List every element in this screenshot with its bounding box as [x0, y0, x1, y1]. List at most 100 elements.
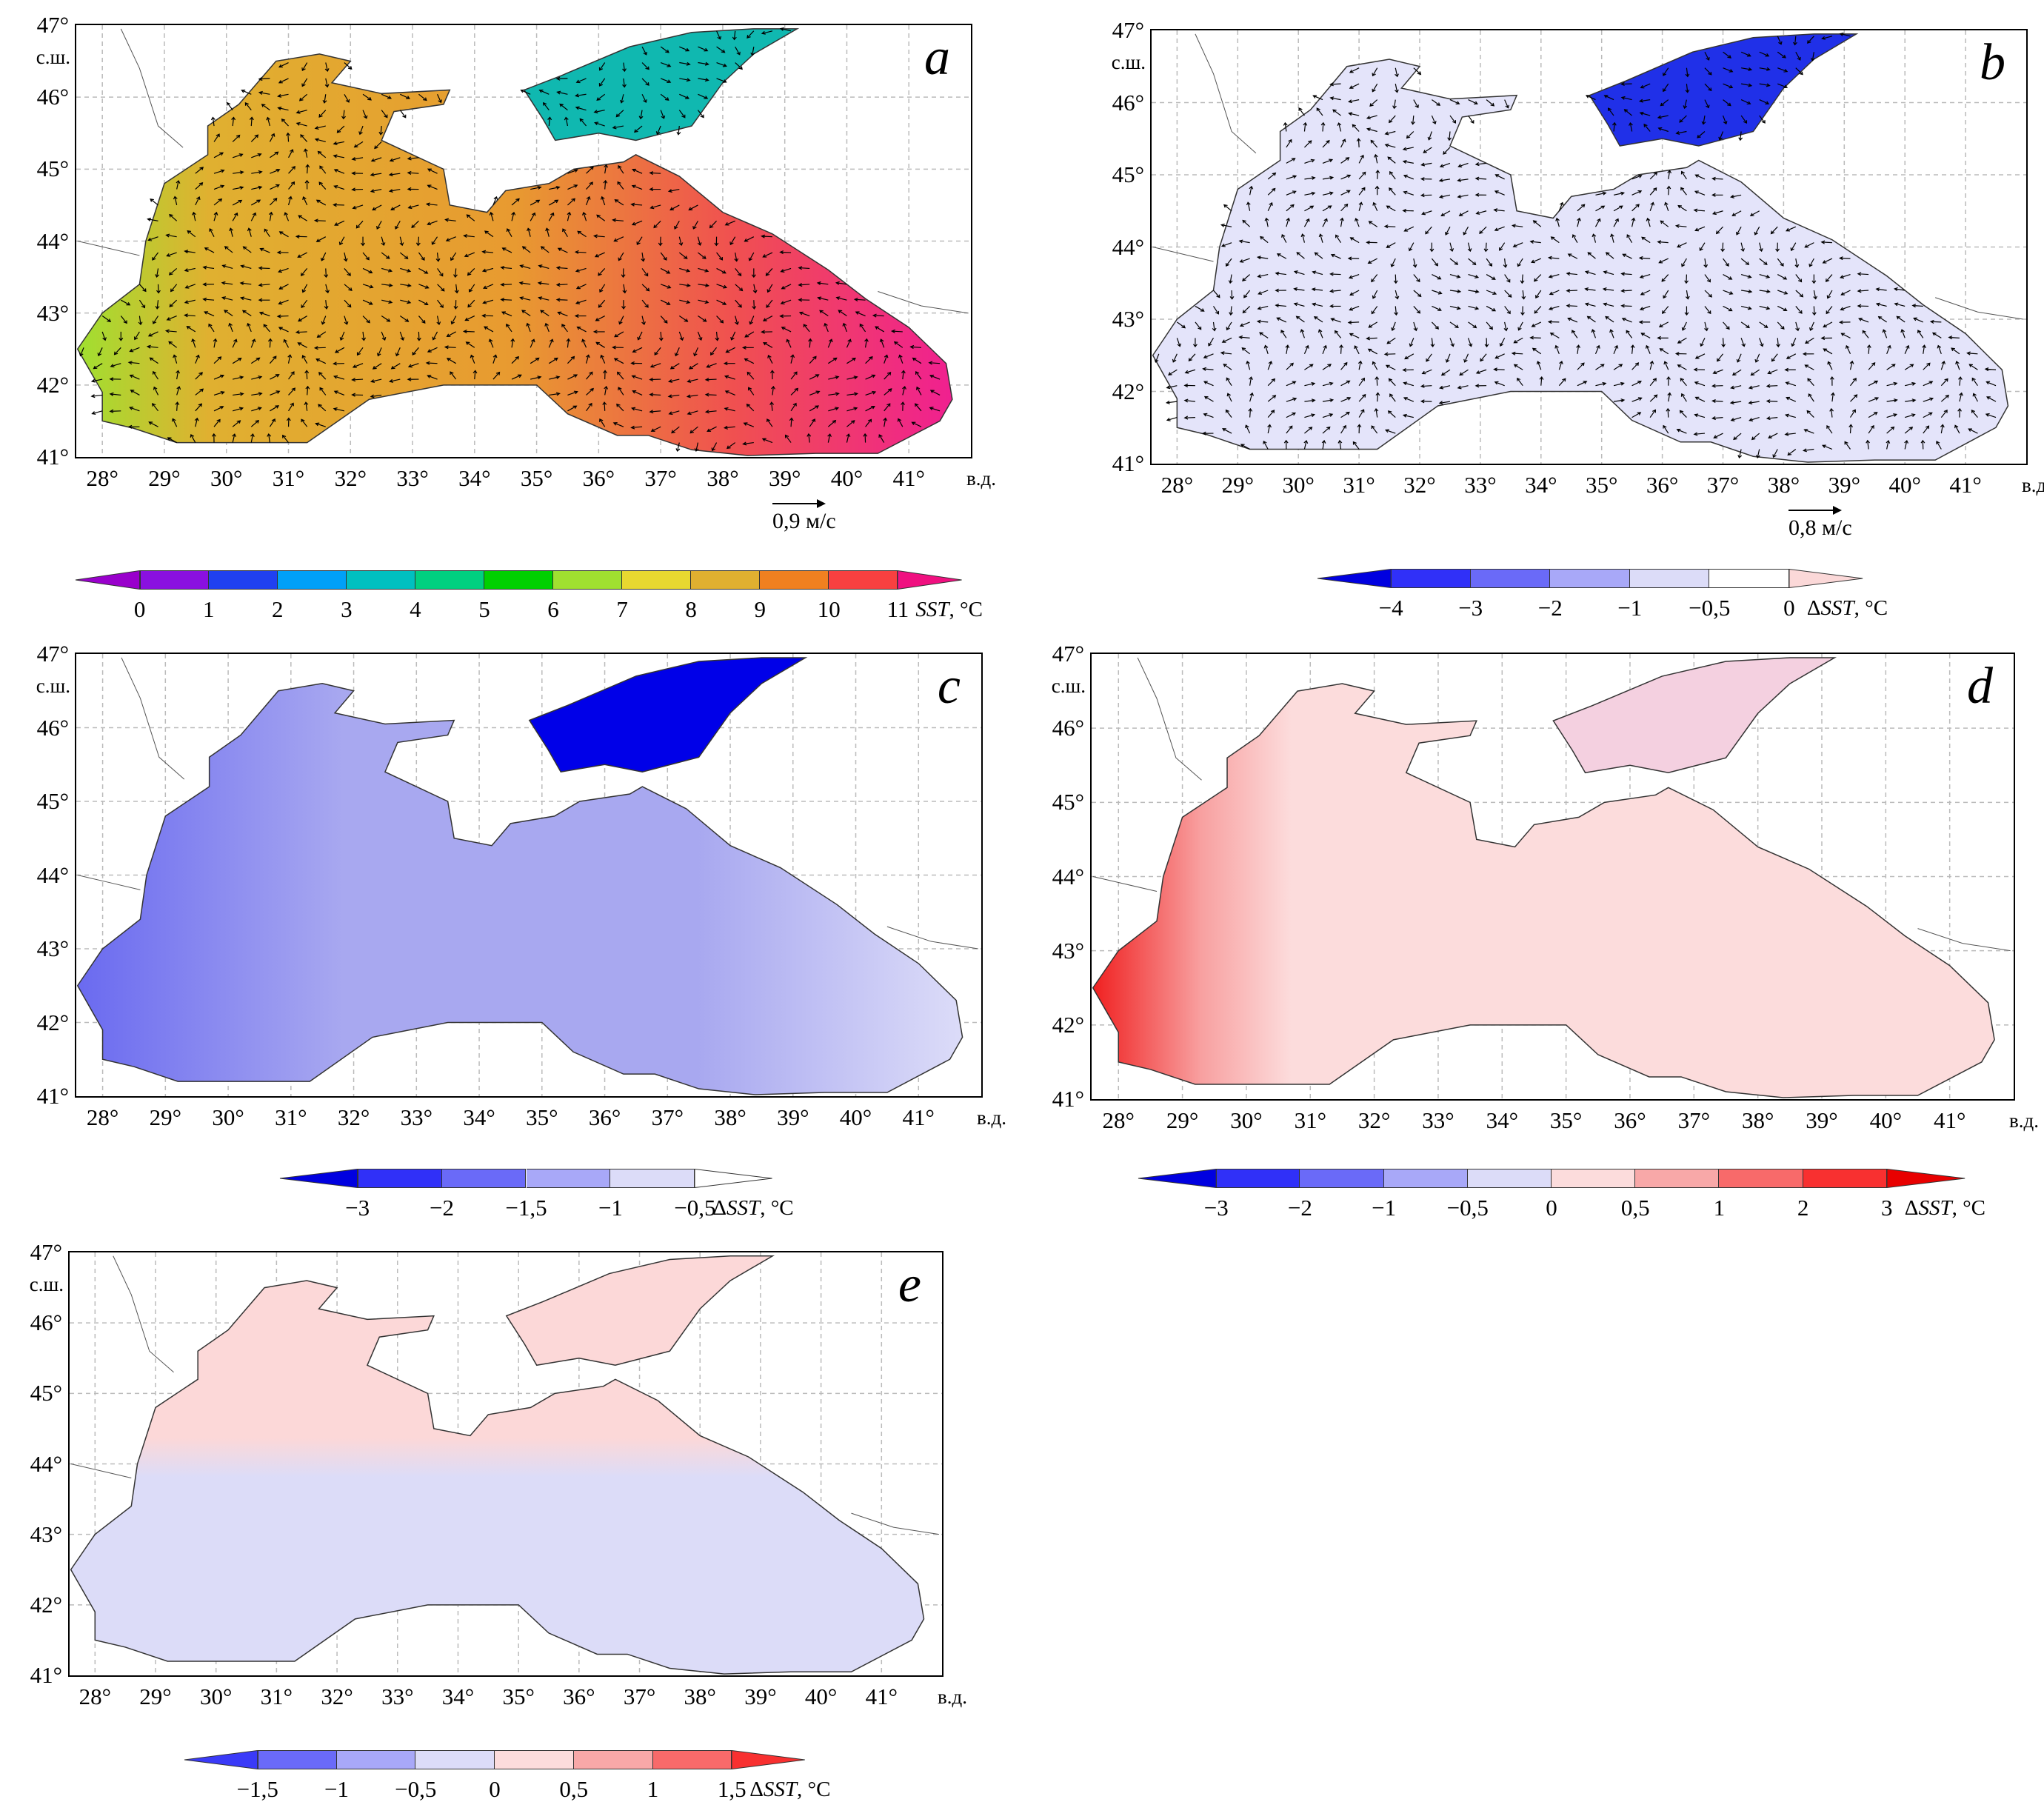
- lat-tick-label: 46°: [36, 84, 69, 110]
- lat-unit-label: с.ш.: [36, 46, 70, 68]
- colorbar-segment: [1470, 569, 1551, 588]
- land-boundary: [78, 875, 141, 890]
- lon-tick-label: 38°: [684, 1683, 716, 1709]
- lat-tick-label: 46°: [1052, 715, 1084, 741]
- colorbar-segment: [139, 570, 209, 590]
- lon-tick-label: 37°: [651, 1104, 684, 1130]
- colorbar-under-arrow: [1138, 1169, 1217, 1188]
- colorbar-segment: [829, 570, 898, 590]
- map-canvas: [76, 654, 981, 1096]
- colorbar-tick-label: −3: [1458, 595, 1483, 621]
- black-sea-field: [78, 54, 952, 455]
- lat-tick-label: 46°: [36, 714, 69, 741]
- lon-tick-label: 30°: [1230, 1107, 1263, 1133]
- colorbar-segment: [1467, 1169, 1552, 1188]
- colorbar-tick-label: 1: [647, 1776, 659, 1802]
- lat-unit-label: с.ш.: [1051, 675, 1086, 697]
- lon-tick-label: 40°: [804, 1683, 838, 1709]
- colorbar-segment: [610, 1169, 695, 1188]
- lon-tick-label: 34°: [463, 1104, 495, 1130]
- lat-tick-label: 46°: [30, 1309, 62, 1336]
- colorbar-title: ΔSST, °C: [1807, 595, 1888, 621]
- black-sea-field: [78, 684, 963, 1095]
- colorbar-segment: [1552, 1169, 1636, 1188]
- lon-tick-label: 30°: [210, 465, 243, 491]
- colorbar-title-unit: , °C: [760, 1196, 794, 1220]
- colorbar-tick-label: 6: [547, 596, 559, 622]
- lon-tick-label: 36°: [588, 1104, 621, 1130]
- lat-tick-label: 42°: [30, 1591, 62, 1618]
- colorbar-tick-label: −2: [1287, 1195, 1312, 1221]
- colorbar-tick-label: 3: [341, 596, 353, 622]
- lon-tick-label: 34°: [1525, 472, 1557, 498]
- colorbar-segment: [208, 570, 278, 590]
- lat-tick-label: 47°: [36, 12, 69, 38]
- lat-tick-label: 42°: [36, 371, 69, 398]
- colorbar-tick-label: 5: [478, 596, 490, 622]
- lon-unit-label: в.д.: [938, 1686, 967, 1708]
- colorbar-e: −1,5 −1 −0,5 0 0,5 1 1,5 ΔSST, °C: [184, 1750, 831, 1802]
- colorbar-segment: [652, 1750, 732, 1769]
- colorbar-title-var: SST: [727, 1196, 761, 1220]
- lon-tick-label: 39°: [768, 465, 801, 491]
- colorbar-segment: [1803, 1169, 1887, 1188]
- lat-tick-label: 41°: [36, 444, 69, 470]
- colorbar-segment: [1550, 569, 1630, 588]
- colorbar-tick-label: 1,5: [717, 1776, 747, 1802]
- map-canvas: [1092, 654, 2014, 1099]
- sea-of-azov-field: [1553, 658, 1834, 772]
- lon-tick-label: 34°: [1486, 1107, 1518, 1133]
- colorbar-segment: [691, 570, 761, 590]
- lat-tick-label: 44°: [30, 1450, 62, 1477]
- colorbar-tick-label: −1: [1617, 595, 1643, 621]
- lon-tick-label: 41°: [865, 1683, 898, 1709]
- colorbar-title-unit: , °C: [1951, 1196, 1986, 1220]
- lat-tick-label: 47°: [1112, 17, 1144, 43]
- lon-tick-label: 31°: [1294, 1107, 1326, 1133]
- lon-tick-label: 39°: [777, 1104, 809, 1130]
- lat-tick-label: 47°: [1052, 641, 1084, 667]
- sea-of-azov-field: [507, 1256, 772, 1366]
- lon-tick-label: 33°: [396, 465, 429, 491]
- colorbar-title-unit: , °C: [797, 1778, 831, 1801]
- colorbar-segment: [346, 570, 415, 590]
- lat-tick-label: 43°: [36, 935, 69, 961]
- lon-tick-label: 32°: [334, 465, 367, 491]
- lon-tick-label: 28°: [86, 465, 118, 491]
- colorbar-tick-label: 2: [272, 596, 284, 622]
- colorbar-over-arrow: [1788, 569, 1863, 588]
- lon-tick-label: 29°: [139, 1683, 172, 1709]
- colorbar-title-prefix: Δ: [749, 1778, 764, 1801]
- lon-unit-label: в.д.: [977, 1107, 1006, 1129]
- colorbar-title-var: SST: [1820, 596, 1854, 620]
- colorbar-c: −3 −2 −1,5 −1 −0,5 ΔSST, °C: [279, 1169, 794, 1221]
- panel-b-dsst-map: 28° 29° 30° 31° 32° 33° 34° 35° 36° 37° 38° 39° 40° 4…: [1112, 18, 2044, 541]
- lat-tick-label: 44°: [36, 227, 69, 254]
- sea-of-azov-field: [530, 658, 806, 772]
- lat-tick-label: 45°: [1112, 161, 1144, 187]
- lon-tick-label: 28°: [79, 1683, 111, 1709]
- colorbar-tick-label: −0,5: [674, 1195, 716, 1221]
- lon-tick-label: 31°: [272, 465, 305, 491]
- colorbar-segment: [1635, 1169, 1720, 1188]
- lat-tick-label: 42°: [36, 1009, 69, 1035]
- colorbar-tick-label: −2: [430, 1195, 455, 1221]
- colorbar-tick-label: 3: [1881, 1195, 1893, 1221]
- lon-tick-label: 28°: [86, 1104, 119, 1130]
- lon-tick-label: 29°: [149, 1104, 182, 1130]
- lon-tick-label: 29°: [1166, 1107, 1199, 1133]
- colorbar-d: −3 −2 −1 −0,5 0 0,5 1 2 3 ΔSST, °C: [1138, 1169, 1985, 1221]
- lon-tick-label: 33°: [1464, 472, 1497, 498]
- lat-tick-label: 44°: [36, 861, 69, 888]
- colorbar-segment: [277, 570, 347, 590]
- lon-tick-label: 31°: [1343, 472, 1375, 498]
- colorbar-tick-label: 1: [202, 596, 215, 622]
- lon-tick-label: 35°: [526, 1104, 558, 1130]
- lon-tick-label: 33°: [381, 1683, 414, 1709]
- colorbar-tick-label: 0,5: [1620, 1195, 1650, 1221]
- lon-tick-label: 33°: [1422, 1107, 1454, 1133]
- land-boundary: [878, 292, 967, 313]
- land-boundary: [121, 29, 183, 147]
- panel-letter: a: [924, 29, 950, 86]
- lon-tick-label: 31°: [260, 1683, 293, 1709]
